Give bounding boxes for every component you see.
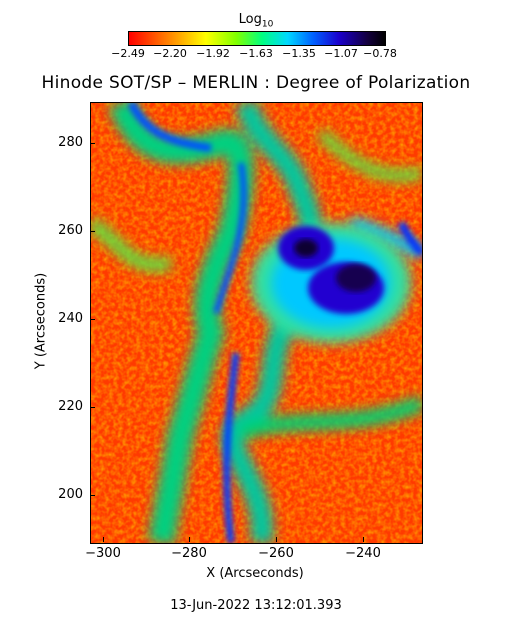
- network-cores: [127, 103, 422, 543]
- x-tick-label: −240: [345, 546, 381, 561]
- plot-title: Hinode SOT/SP – MERLIN : Degree of Polar…: [41, 73, 471, 93]
- y-axis-label: Y (Arcseconds): [33, 272, 49, 370]
- colorbar-label-subscript: 10: [261, 19, 274, 30]
- colorbar-tick-label: −1.35: [282, 47, 316, 60]
- colorbar-tick-label: −2.20: [153, 47, 187, 60]
- sunspot-region: [251, 223, 411, 343]
- polarization-map: [90, 102, 423, 544]
- y-tick: [91, 231, 95, 232]
- x-tick-label: −280: [171, 546, 207, 561]
- colorbar-label: Log: [238, 12, 262, 27]
- x-tick: [276, 537, 277, 542]
- x-tick: [189, 537, 190, 542]
- colorbar-tick-label: −1.07: [324, 47, 358, 60]
- x-tick-label: −300: [85, 546, 121, 561]
- x-tick: [103, 537, 104, 542]
- x-tick-label: −260: [258, 546, 294, 561]
- colorbar: [128, 31, 386, 46]
- x-axis-label: X (Arcseconds): [206, 566, 304, 581]
- y-tick-label: 220: [58, 399, 83, 414]
- timestamp: 13-Jun-2022 13:12:01.393: [170, 598, 342, 613]
- polarization-image: [91, 103, 422, 543]
- y-tick: [91, 143, 95, 144]
- colorbar-tick-label: −1.63: [239, 47, 273, 60]
- y-tick: [91, 319, 95, 320]
- y-tick-label: 200: [58, 487, 83, 502]
- y-tick-label: 240: [58, 311, 83, 326]
- colorbar-tick-label: −2.49: [111, 47, 145, 60]
- y-tick-label: 280: [58, 135, 83, 150]
- colorbar-tick-label: −1.92: [196, 47, 230, 60]
- y-tick-label: 260: [58, 223, 83, 238]
- colorbar-title: Log10: [0, 12, 512, 30]
- y-tick: [91, 495, 95, 496]
- colorbar-tick-label: −0.78: [363, 47, 397, 60]
- y-tick: [91, 407, 95, 408]
- magnetic-network: [91, 103, 422, 543]
- x-tick: [363, 537, 364, 542]
